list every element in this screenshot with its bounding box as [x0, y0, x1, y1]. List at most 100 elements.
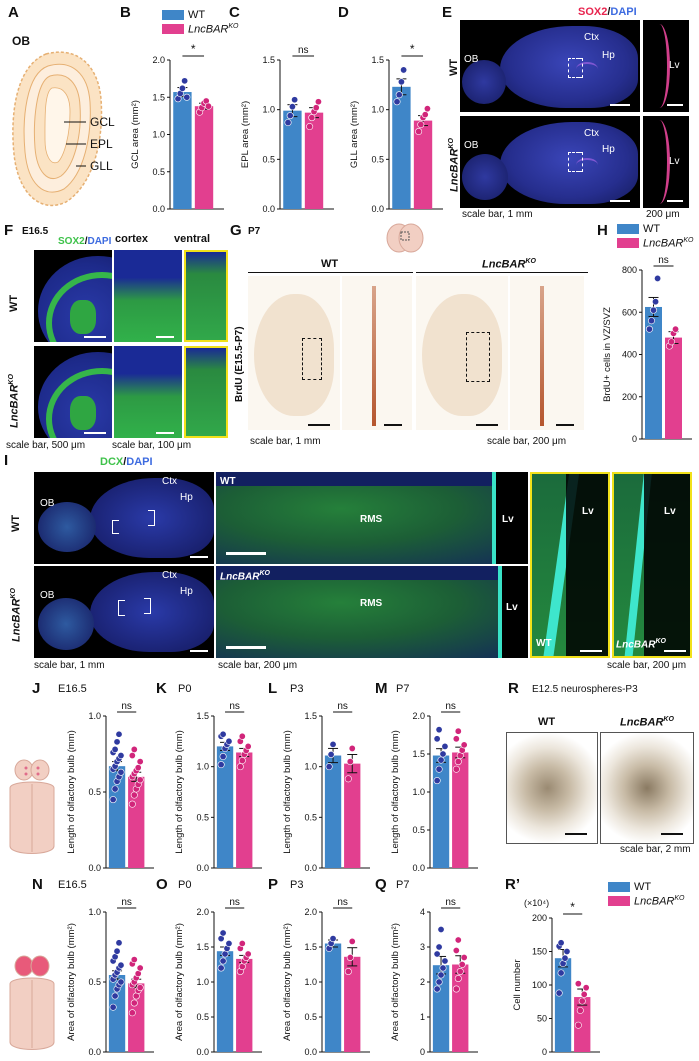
data-point — [672, 325, 680, 333]
data-point — [415, 128, 423, 136]
chart-r-prime: 0 50 100 150 200 Cell number (×10⁴) * — [512, 898, 600, 1057]
coronal-brain-icon — [386, 223, 424, 253]
panel-i-lv-inset-ko: Lv — [664, 506, 676, 517]
legend-h: WT LncBARKO — [617, 222, 693, 250]
data-point — [437, 925, 445, 933]
y-axis-label: GCL area (mm²) — [130, 100, 141, 169]
legend-swatch-wt — [162, 10, 184, 20]
data-point — [117, 768, 125, 776]
dcx-wt-lv-inset: Lv WT — [530, 472, 610, 658]
data-point — [130, 745, 138, 753]
data-point — [578, 997, 586, 1005]
significance-label: * — [191, 42, 196, 56]
y-tick-label: 2.0 — [304, 907, 317, 917]
y-tick-label: 0.5 — [196, 1012, 209, 1022]
panel-label-c: C — [229, 4, 240, 21]
y-tick-label: 0.0 — [371, 204, 384, 214]
data-point — [460, 741, 468, 749]
bar-ko — [236, 958, 253, 1052]
data-point — [181, 77, 189, 85]
y-tick-label: 1.0 — [152, 130, 165, 140]
data-point — [225, 737, 233, 745]
bar-ko — [452, 752, 469, 868]
y-tick-label: 1.0 — [88, 907, 101, 917]
epl-label: EPL — [90, 137, 113, 151]
data-point — [421, 111, 429, 119]
data-point — [291, 96, 299, 104]
y-tick-label: 1.5 — [196, 711, 209, 721]
data-point — [400, 66, 408, 74]
y-tick-label: 0.5 — [152, 167, 165, 177]
panel-i-lv-inset-wt: Lv — [582, 506, 594, 517]
panel-i-scale-right: scale bar, 200 μm — [607, 660, 687, 671]
y-axis-label: Length of olfactory bulb (mm) — [282, 730, 293, 854]
y-tick-label: 0.5 — [371, 154, 384, 164]
bar-ko — [304, 112, 324, 209]
data-point — [117, 978, 125, 986]
data-point — [117, 752, 125, 760]
y-tick-label: 1.0 — [371, 105, 384, 115]
bar-wt — [324, 943, 342, 1052]
y-tick-label: 0.0 — [412, 863, 425, 873]
panel-i-label-ko: LncBARKO — [220, 570, 270, 583]
data-point — [452, 985, 460, 993]
panel-i-ob-wt: OB — [40, 498, 55, 509]
panel-g-wt-underline — [248, 272, 413, 273]
legend-rp-label-ko: LncBARKO — [634, 894, 685, 908]
panel-e-ctx-wt: Ctx — [584, 32, 599, 43]
data-point — [423, 105, 431, 113]
panel-f-age: E16.5 — [22, 226, 49, 237]
panel-label-g: G — [230, 222, 242, 239]
y-tick-label: 0.0 — [262, 204, 275, 214]
sox2-ko-sagittal-image: OB Ctx Hp — [460, 116, 640, 208]
panel-i-inset-label-wt: WT — [536, 638, 552, 649]
data-point — [437, 971, 445, 979]
data-point — [219, 753, 227, 761]
data-point — [452, 946, 460, 954]
panel-e-row-ko: LncBARKO — [448, 138, 461, 192]
panel-i-hp-wt: Hp — [180, 492, 193, 503]
brain-dorsal-icon-n — [9, 955, 55, 1050]
data-point — [217, 964, 225, 972]
y-axis-label: Length of olfactory bulb (mm) — [174, 730, 185, 854]
scale-bar-r-ko — [661, 833, 683, 835]
data-point — [113, 738, 121, 746]
data-point — [452, 735, 460, 743]
y-tick-label: 0.5 — [304, 1012, 317, 1022]
data-point — [109, 796, 117, 804]
data-point — [645, 325, 653, 333]
y-axis-label: Area of olfactory bulb (mm²) — [282, 923, 293, 1041]
panel-i-label-wt: WT — [220, 476, 236, 487]
panel-g-ylabel: BrdU (E15.5-P7) — [234, 326, 245, 402]
y-tick-label: 2 — [420, 977, 425, 987]
data-point — [136, 776, 144, 784]
dcx-ko-rms-image: LncBARKO RMS Lv — [216, 566, 528, 658]
data-point — [219, 929, 227, 937]
data-point — [217, 761, 225, 769]
panel-e-scale-main: scale bar, 1 mm — [462, 209, 533, 220]
y-tick-label: 0.0 — [196, 863, 209, 873]
panel-label-a: A — [8, 4, 19, 21]
panel-e-stain-title: SOX2/DAPI — [578, 6, 637, 18]
data-point — [397, 78, 405, 86]
y-tick-label: 0.5 — [412, 825, 425, 835]
panel-label-n: N — [32, 876, 43, 893]
dcx-ko-sagittal-image: OB Ctx Hp — [34, 566, 214, 658]
y-tick-label: 0.5 — [304, 812, 317, 822]
panel-label-k: K — [156, 680, 167, 697]
sox2-wt-lv-inset: Lv — [643, 20, 689, 112]
chart-c: 0.0 0.5 1.0 1.5 EPL area (mm²) ns — [240, 45, 334, 214]
data-point — [458, 961, 466, 969]
data-point — [441, 957, 449, 965]
chart-o: 0.0 0.5 1.0 1.5 2.0 Area of olfactory bulb (m… — [174, 897, 262, 1057]
age-label-p: P3 — [290, 879, 304, 891]
age-label-k: P0 — [178, 683, 192, 695]
data-point — [130, 791, 138, 799]
brdu-ko-svz-inset — [510, 276, 584, 430]
y-tick-label: 400 — [622, 350, 637, 360]
data-point — [344, 968, 352, 976]
panel-e-lv-ko: Lv — [669, 156, 680, 167]
chart-m: 0.0 0.5 1.0 1.5 2.0 Length of olfactory bulb … — [390, 701, 478, 873]
y-axis-label: EPL area (mm²) — [240, 101, 251, 168]
data-point — [117, 961, 125, 969]
